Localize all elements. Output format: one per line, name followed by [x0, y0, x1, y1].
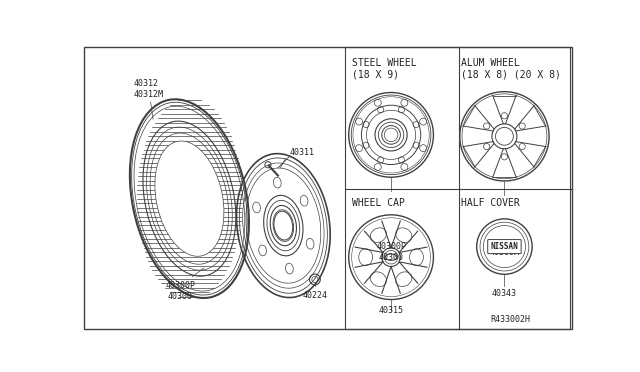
Text: R433002H: R433002H: [490, 315, 531, 324]
Text: NISSAN: NISSAN: [490, 242, 518, 251]
Text: 40300P
40300: 40300P 40300: [165, 281, 195, 301]
Text: 40311: 40311: [289, 148, 314, 157]
FancyBboxPatch shape: [488, 240, 521, 254]
Text: HALF COVER: HALF COVER: [461, 198, 520, 208]
Ellipse shape: [155, 141, 224, 256]
Text: 40315: 40315: [379, 306, 404, 315]
Text: 40224: 40224: [303, 291, 328, 300]
Text: 40300M: 40300M: [490, 248, 520, 257]
Bar: [345, 47, 570, 329]
Ellipse shape: [274, 211, 292, 240]
Text: ALUM WHEEL
(18 X 8) (20 X 8): ALUM WHEEL (18 X 8) (20 X 8): [461, 58, 561, 80]
Text: 40343: 40343: [492, 289, 517, 298]
Text: 40312
40312M: 40312 40312M: [133, 79, 163, 99]
Text: STEEL WHEEL
(18 X 9): STEEL WHEEL (18 X 9): [351, 58, 416, 80]
Text: WHEEL CAP: WHEEL CAP: [351, 198, 404, 208]
Text: 40300P
40300: 40300P 40300: [376, 242, 406, 262]
